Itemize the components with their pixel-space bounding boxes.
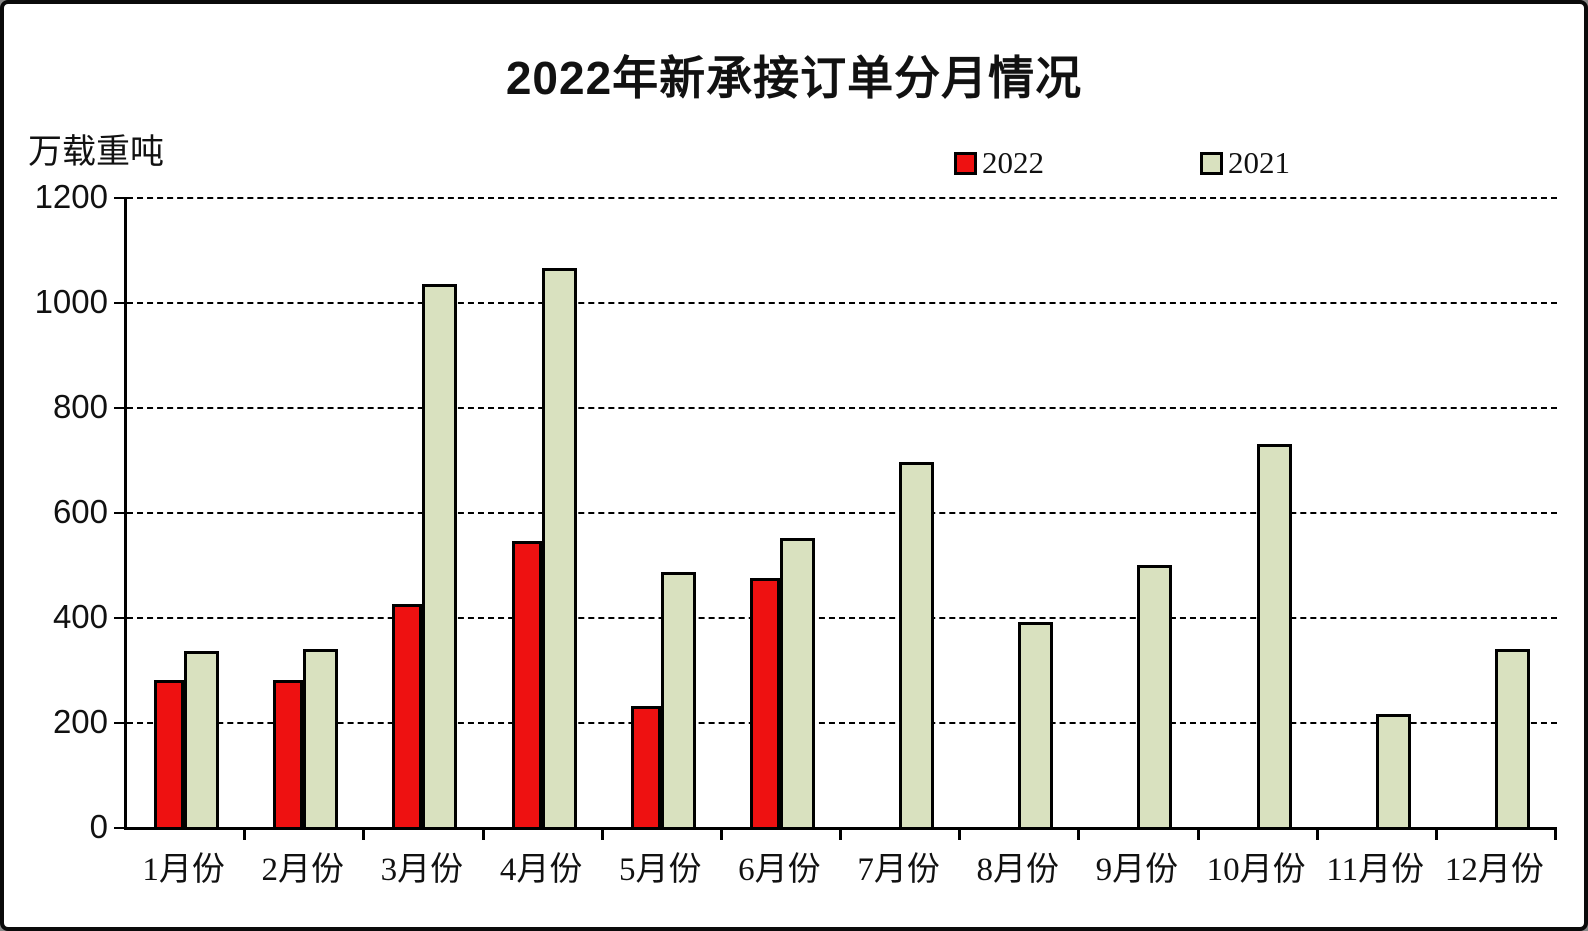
x-axis-label-4月份: 4月份	[499, 852, 583, 888]
bar-2021-8月份	[1018, 622, 1054, 827]
bar-group-12月份	[1438, 197, 1557, 827]
y-axis-unit-label: 万载重吨	[28, 134, 164, 171]
y-tick-mark-1200	[114, 197, 124, 199]
gridline-1000	[127, 302, 1557, 304]
x-axis-label-2月份: 2月份	[261, 852, 344, 888]
y-tick-mark-200	[114, 722, 124, 724]
gridline-400	[127, 617, 1557, 619]
x-tick-mark-4	[600, 830, 604, 840]
bar-2021-5月份	[660, 572, 696, 827]
bar-2022-4月份	[511, 540, 542, 827]
legend-item-2021: 2021	[1200, 145, 1290, 180]
gridline-1200	[127, 197, 1557, 199]
bar-group-8月份	[961, 197, 1080, 827]
y-tick-label-0: 0	[89, 808, 108, 845]
bar-group-3月份	[365, 197, 484, 827]
legend-swatch-2022	[954, 151, 977, 175]
gridline-200	[127, 722, 1557, 724]
bar-group-9月份	[1080, 197, 1199, 827]
plot-area	[124, 197, 1557, 830]
bar-2021-7月份	[899, 462, 935, 827]
bar-2021-10月份	[1256, 443, 1292, 827]
x-tick-mark-9	[1196, 830, 1200, 840]
bar-2022-1月份	[154, 680, 185, 827]
x-tick-mark-10	[1315, 830, 1319, 840]
bar-2022-5月份	[630, 706, 661, 827]
y-tick-label-400: 400	[52, 598, 108, 635]
bar-group-2月份	[246, 197, 365, 827]
x-axis-label-5月份: 5月份	[618, 852, 702, 888]
bar-2021-2月份	[303, 648, 339, 827]
bar-2021-11月份	[1375, 714, 1411, 827]
x-tick-mark-5	[719, 830, 723, 840]
chart-title: 2022年新承接订单分月情况	[505, 52, 1083, 104]
bar-group-10月份	[1200, 197, 1319, 827]
bar-group-6月份	[723, 197, 842, 827]
legend-label: 2022	[982, 145, 1044, 180]
x-axis-label-11月份: 11月份	[1326, 852, 1425, 888]
y-tick-mark-600	[114, 512, 124, 514]
bar-2021-1月份	[184, 651, 220, 827]
x-tick-mark-1	[243, 830, 247, 840]
y-tick-mark-800	[114, 407, 124, 409]
gridline-600	[127, 512, 1557, 514]
x-axis-label-6月份: 6月份	[738, 852, 821, 888]
y-tick-label-1000: 1000	[34, 283, 108, 320]
x-tick-mark-7	[958, 830, 962, 840]
bar-2021-4月份	[541, 267, 577, 827]
x-tick-mark-11	[1434, 830, 1438, 840]
x-axis-label-3月份: 3月份	[380, 852, 464, 888]
bar-2022-6月份	[749, 577, 780, 827]
bar-2022-3月份	[392, 603, 423, 827]
bar-2021-3月份	[422, 283, 458, 827]
bar-2021-9月份	[1137, 564, 1173, 827]
x-tick-mark-3	[481, 830, 485, 840]
bar-group-11月份	[1319, 197, 1438, 827]
bar-2021-6月份	[779, 538, 815, 827]
legend-label: 2021	[1228, 145, 1290, 180]
bar-group-4月份	[485, 197, 604, 827]
legend-item-2022: 2022	[954, 145, 1044, 180]
y-tick-mark-1000	[114, 302, 124, 304]
legend: 2022 2021	[4, 145, 1584, 180]
bar-2021-12月份	[1494, 648, 1530, 827]
y-tick-label-600: 600	[52, 493, 108, 530]
x-tick-mark-2	[362, 830, 366, 840]
x-axis-label-7月份: 7月份	[857, 852, 940, 888]
x-tick-mark-8	[1077, 830, 1081, 840]
y-tick-mark-0	[114, 827, 124, 829]
bar-group-5月份	[604, 197, 723, 827]
legend-swatch-2021	[1200, 151, 1223, 175]
bar-group-1月份	[127, 197, 246, 827]
x-axis-label-10月份: 10月份	[1206, 852, 1306, 888]
x-tick-mark-6	[839, 830, 842, 840]
x-axis-label-8月份: 8月份	[976, 852, 1059, 888]
x-axis-label-1月份: 1月份	[142, 852, 225, 888]
y-tick-label-1200: 1200	[34, 178, 108, 215]
gridline-800	[127, 407, 1557, 409]
y-tick-label-800: 800	[52, 388, 108, 425]
y-tick-mark-400	[114, 617, 124, 619]
bar-2022-2月份	[273, 680, 304, 827]
x-axis-label-9月份: 9月份	[1095, 852, 1179, 888]
y-tick-label-200: 200	[52, 703, 108, 740]
x-tick-mark-12	[1554, 830, 1557, 840]
bar-group-7月份	[842, 197, 961, 827]
x-axis-label-12月份: 12月份	[1444, 852, 1544, 888]
